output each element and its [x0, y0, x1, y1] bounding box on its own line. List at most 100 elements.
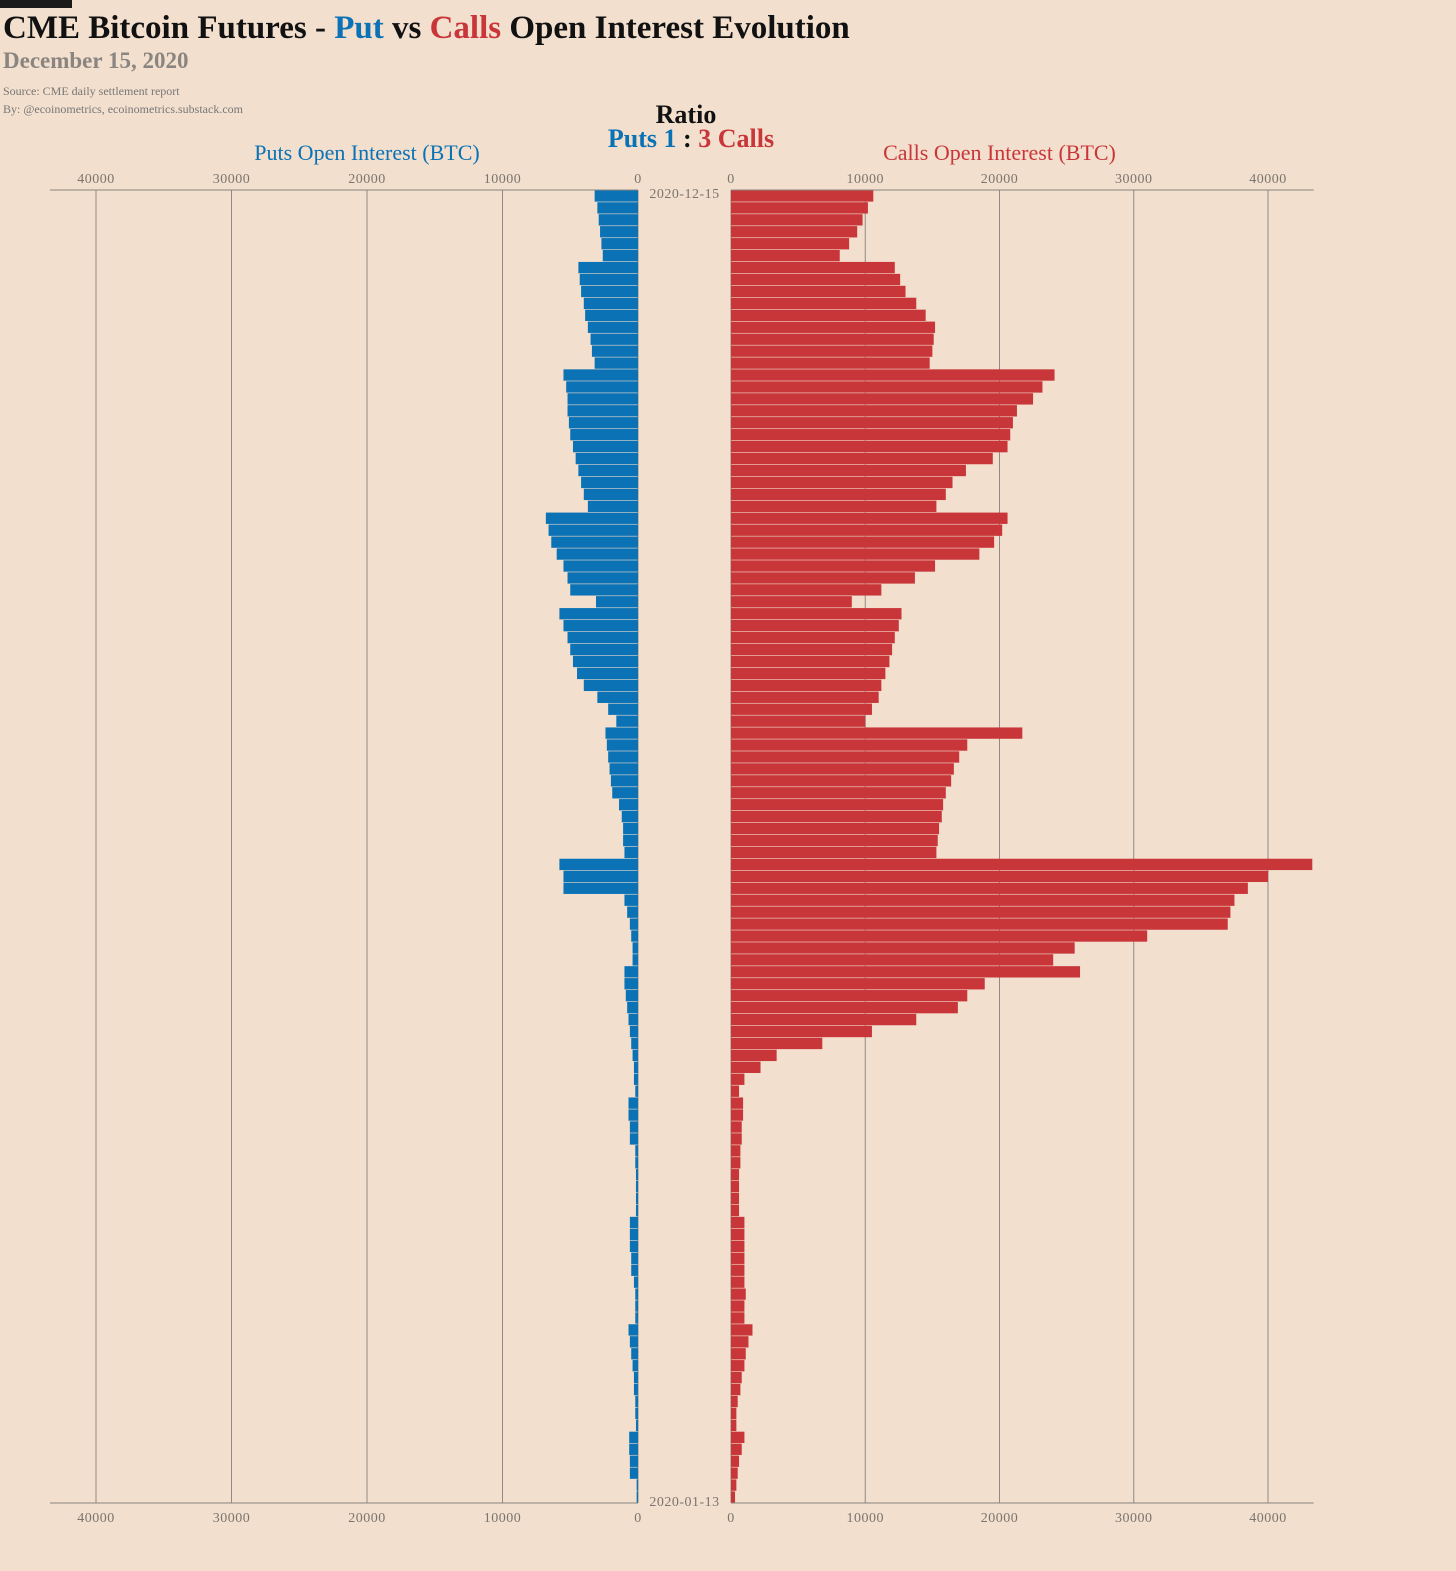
bar [731, 834, 938, 847]
x-tick-label: 0 [634, 172, 642, 187]
bar [731, 1109, 744, 1121]
bar [601, 238, 638, 250]
bar [635, 1085, 638, 1097]
bar [731, 226, 858, 238]
bar [566, 381, 638, 393]
bar [585, 309, 638, 321]
x-tick-label: 10000 [484, 1511, 522, 1526]
bar [635, 1395, 638, 1408]
bar [605, 727, 638, 739]
bar [731, 202, 868, 214]
bar [594, 190, 638, 202]
bar [731, 309, 926, 321]
bar [629, 1240, 638, 1253]
bar [731, 1360, 745, 1372]
bar [627, 1001, 638, 1014]
date-label: 2020-12-15 [649, 187, 719, 202]
bar [731, 1121, 742, 1133]
bar [731, 727, 1023, 739]
bar [731, 1443, 742, 1455]
bar [551, 536, 638, 548]
bar [563, 882, 638, 894]
bar [570, 643, 638, 656]
bar [595, 596, 638, 608]
bar [731, 524, 1003, 536]
bar [583, 679, 638, 692]
bar [731, 930, 1148, 942]
bar [629, 1443, 638, 1455]
bar [567, 631, 638, 644]
bar [731, 942, 1075, 954]
axis-title: Puts Open Interest (BTC) [254, 140, 479, 165]
bar [731, 1192, 740, 1205]
bar [731, 1372, 742, 1384]
bar [581, 285, 638, 298]
bar [731, 882, 1248, 894]
bar [631, 930, 638, 942]
bar [731, 417, 1013, 429]
bar [548, 524, 638, 536]
bar [731, 631, 895, 644]
bar [731, 405, 1017, 417]
bar [628, 1324, 638, 1336]
title-part: Open Interest Evolution [509, 10, 850, 46]
bar [635, 1312, 638, 1324]
bar [731, 369, 1055, 381]
x-tick-label: 40000 [77, 172, 115, 187]
bar [731, 381, 1043, 393]
bar [602, 249, 638, 262]
bar [731, 1061, 761, 1073]
bar [545, 512, 638, 524]
bar [559, 608, 638, 620]
bar [598, 214, 638, 226]
bar [627, 906, 638, 918]
bar [731, 393, 1034, 405]
bar [731, 1037, 823, 1050]
bar [629, 1455, 638, 1467]
bar [731, 572, 915, 584]
bar [632, 1360, 638, 1372]
bar [629, 1216, 638, 1229]
bar [731, 608, 902, 620]
title-part: vs [391, 10, 422, 46]
bar [731, 238, 850, 250]
bar [731, 1204, 740, 1217]
bar [731, 249, 840, 262]
bar [635, 1169, 638, 1181]
ratio: Puts 1 : 3 Calls [0, 124, 1382, 154]
bar [624, 894, 638, 906]
bar [731, 596, 852, 608]
bar [563, 620, 638, 632]
bar [731, 285, 906, 298]
bar [597, 691, 638, 703]
bar [606, 739, 638, 751]
bar [731, 333, 934, 345]
bar [731, 548, 980, 560]
bar [731, 1324, 753, 1336]
bar [731, 655, 890, 668]
axis-title: Calls Open Interest (BTC) [883, 140, 1116, 165]
bar [583, 488, 638, 501]
bar [600, 226, 638, 238]
bar [731, 858, 1313, 871]
bar [631, 1348, 638, 1360]
subtitle: December 15, 2020 [3, 48, 189, 73]
bar [636, 1491, 638, 1503]
x-tick-label: 30000 [213, 1511, 251, 1526]
bar [635, 1192, 638, 1205]
byline: By: @ecoinometrics, ecoinometrics.substa… [3, 102, 243, 116]
bar [731, 1181, 740, 1193]
bar [731, 1216, 745, 1229]
top-bar [0, 0, 72, 8]
bar [610, 775, 638, 787]
bar [616, 715, 638, 727]
bar [731, 870, 1268, 883]
bar [624, 846, 638, 859]
bar [731, 512, 1008, 524]
bar [631, 1037, 638, 1050]
title-part: CME Bitcoin Futures - [3, 10, 326, 46]
x-tick-label: 10000 [847, 1511, 885, 1526]
bar [731, 1013, 917, 1026]
bar [731, 691, 879, 703]
